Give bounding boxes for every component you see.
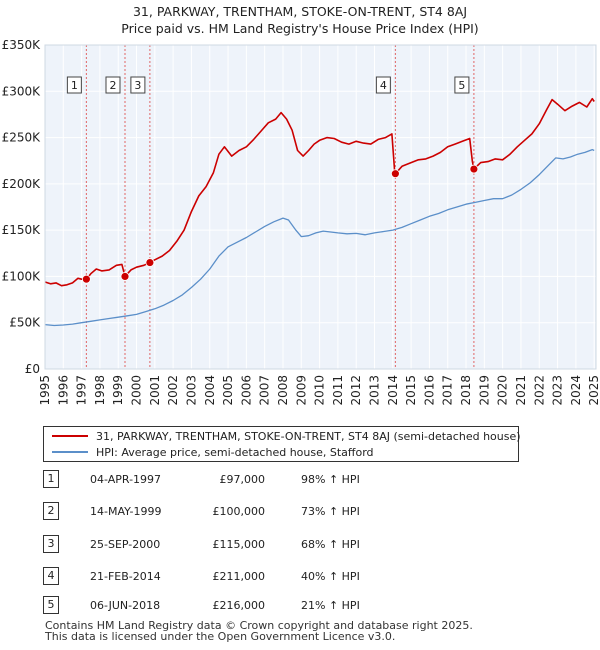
sale-hpi-change: 98% ↑ HPI [301, 473, 360, 486]
chart-title-line-2: Price paid vs. HM Land Registry's House … [121, 21, 479, 36]
sale-marker-label: 4 [380, 79, 387, 92]
sale-date: 06-JUN-2018 [90, 599, 161, 612]
x-tick-label: 2006 [239, 375, 253, 406]
hpi-series-line [44, 148, 595, 327]
x-tick-label: 2001 [148, 375, 162, 406]
sale-date: 04-APR-1997 [90, 473, 162, 486]
x-tick-label: 2007 [258, 375, 272, 406]
plot-background [45, 45, 596, 369]
x-tick-label: 2018 [459, 375, 473, 406]
x-tick-label: 2000 [130, 375, 144, 406]
x-tick-label: 2017 [441, 375, 455, 406]
sale-marker-box [66, 76, 82, 94]
sale-price: £100,000 [212, 505, 266, 518]
x-tick-label: 1998 [93, 375, 107, 406]
y-tick-label: £250K [2, 131, 42, 145]
footer-licence: This data is licensed under the Open Gov… [45, 630, 396, 643]
sale-marker-box [375, 76, 391, 94]
sale-marker-box [454, 76, 470, 94]
table-row: 5 06-JUN-2018 £216,000 21% ↑ HPI [43, 596, 463, 614]
sale-hpi-change: 21% ↑ HPI [301, 599, 360, 612]
x-tick-label: 2013 [368, 375, 382, 406]
sale-point [469, 164, 479, 174]
y-tick-label: £100K [2, 269, 42, 283]
legend-item-hpi: HPI: Average price, semi-detached house,… [52, 445, 374, 461]
sale-point [120, 272, 130, 281]
sale-marker-label: 5 [458, 79, 465, 92]
sale-price: £97,000 [219, 473, 266, 486]
x-tick-label: 1999 [111, 375, 125, 406]
x-tick-label: 2005 [221, 375, 235, 406]
x-tick-label: 2009 [294, 375, 308, 406]
legend-label-hpi: HPI: Average price, semi-detached house,… [96, 446, 374, 459]
sale-point [145, 258, 155, 267]
sale-price: £211,000 [212, 570, 266, 583]
x-tick-label: 2025 [587, 375, 600, 406]
sale-marker-box [130, 76, 146, 94]
y-tick-label: £300K [2, 84, 42, 98]
y-tick-label: £150K [2, 223, 42, 237]
table-row: 2 14-MAY-1999 £100,000 73% ↑ HPI [43, 502, 463, 520]
sale-point [390, 169, 400, 179]
sale-price: £115,000 [212, 538, 266, 551]
x-tick-label: 2012 [349, 375, 363, 406]
x-tick-label: 2002 [166, 375, 180, 406]
x-tick-label: 2014 [386, 375, 400, 406]
property-series-line [44, 97, 595, 287]
legend-swatch-property [52, 435, 88, 437]
sale-number-badge: 3 [43, 535, 59, 553]
x-tick-label: 1996 [56, 375, 70, 406]
plot-frame [44, 44, 597, 370]
x-tick-label: 2010 [313, 375, 327, 406]
x-tick-label: 2020 [496, 375, 510, 406]
sale-number-badge: 1 [43, 470, 59, 488]
sale-date: 21-FEB-2014 [90, 570, 161, 583]
sale-number-badge: 2 [43, 502, 59, 520]
footer-copyright: Contains HM Land Registry data © Crown c… [45, 619, 473, 632]
legend-item-property: 31, PARKWAY, TRENTHAM, STOKE-ON-TRENT, S… [52, 429, 521, 445]
y-tick-label: £0 [25, 362, 40, 376]
sale-marker-box [105, 76, 121, 94]
chart-title: 31, PARKWAY, TRENTHAM, STOKE-ON-TRENT, S… [0, 3, 600, 37]
x-tick-label: 2019 [477, 375, 491, 406]
x-tick-label: 2016 [422, 375, 436, 406]
x-tick-label: 2021 [514, 375, 528, 406]
sale-date: 14-MAY-1999 [90, 505, 162, 518]
table-row: 1 04-APR-1997 £97,000 98% ↑ HPI [43, 470, 463, 488]
x-tick-label: 2008 [276, 375, 290, 406]
y-tick-label: £50K [9, 316, 41, 330]
table-row: 3 25-SEP-2000 £115,000 68% ↑ HPI [43, 535, 463, 553]
sale-marker-label: 3 [134, 79, 141, 92]
y-tick-label: £200K [2, 177, 42, 191]
chart-title-line-1: 31, PARKWAY, TRENTHAM, STOKE-ON-TRENT, S… [132, 4, 468, 19]
sale-number-badge: 5 [43, 596, 59, 614]
sale-price: £216,000 [212, 599, 266, 612]
sale-number-badge: 4 [43, 567, 59, 585]
y-tick-label: £350K [2, 38, 42, 52]
x-tick-label: 2011 [331, 375, 345, 406]
sale-hpi-change: 68% ↑ HPI [301, 538, 360, 551]
x-tick-label: 2022 [532, 375, 546, 406]
x-tick-label: 2015 [404, 375, 418, 406]
sale-marker-label: 2 [109, 79, 116, 92]
x-tick-label: 2024 [569, 375, 583, 406]
sale-hpi-change: 73% ↑ HPI [301, 505, 360, 518]
x-tick-label: 2004 [203, 375, 217, 406]
sale-hpi-change: 40% ↑ HPI [301, 570, 360, 583]
sale-date: 25-SEP-2000 [90, 538, 161, 551]
chart-legend: 31, PARKWAY, TRENTHAM, STOKE-ON-TRENT, S… [43, 426, 521, 462]
x-tick-label: 1995 [38, 375, 52, 406]
table-row: 4 21-FEB-2014 £211,000 40% ↑ HPI [43, 567, 463, 585]
footer: Contains HM Land Registry data © Crown c… [45, 620, 473, 642]
legend-label-property: 31, PARKWAY, TRENTHAM, STOKE-ON-TRENT, S… [96, 430, 521, 443]
x-tick-label: 2023 [551, 375, 565, 406]
sale-marker-label: 1 [71, 79, 78, 92]
x-tick-label: 2003 [184, 375, 198, 406]
legend-swatch-hpi [52, 451, 88, 453]
sale-point [81, 274, 91, 284]
x-tick-label: 1997 [75, 375, 89, 406]
price-chart: £0 £50K £100K £150K £200K £250K £300K £350K 1995… [2, 38, 600, 406]
